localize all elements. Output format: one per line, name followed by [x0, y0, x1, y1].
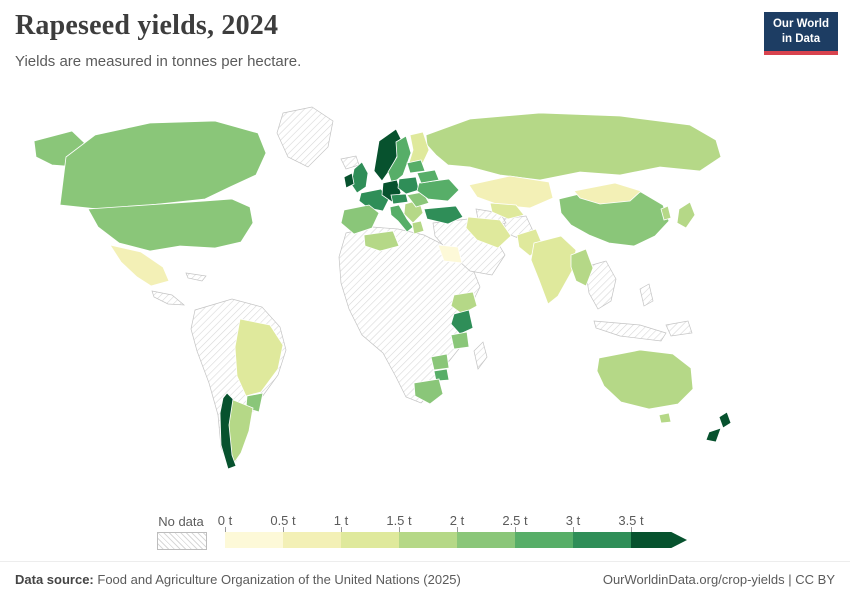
region-zambia[interactable]	[430, 353, 450, 371]
region-ireland[interactable]	[343, 172, 355, 189]
region-central-america[interactable]	[151, 290, 186, 306]
legend-bin-3[interactable]	[399, 532, 457, 548]
legend-tick	[399, 527, 400, 532]
region-zimbabwe[interactable]	[433, 368, 450, 382]
legend-tick	[225, 527, 226, 532]
region-canada[interactable]	[59, 120, 267, 210]
legend-tick	[457, 527, 458, 532]
region-ethiopia[interactable]	[450, 291, 478, 315]
legend-tick	[341, 527, 342, 532]
region-papua-new-guinea[interactable]	[665, 320, 693, 337]
world-choropleth-map	[33, 106, 732, 470]
legend-bin-0[interactable]	[225, 532, 283, 548]
region-kazakhstan[interactable]	[468, 175, 554, 209]
page-title: Rapeseed yields, 2024	[15, 10, 279, 41]
legend-tick-label: 0 t	[217, 513, 233, 528]
region-tanzania[interactable]	[450, 331, 470, 350]
region-belarus[interactable]	[416, 169, 440, 184]
region-usa[interactable]	[87, 198, 254, 252]
region-iran[interactable]	[465, 216, 512, 249]
credit-link[interactable]: OurWorldinData.org/crop-yields | CC BY	[602, 572, 835, 587]
region-egypt[interactable]	[437, 244, 463, 264]
region-greenland[interactable]	[276, 106, 334, 168]
data-source-label: Data source:	[15, 572, 94, 587]
legend-tick	[283, 527, 284, 532]
map-legend: No data 0 t 0.5 t 1 t 1.5 t 2 t 2.5 t 3 …	[0, 513, 850, 555]
legend-tick-label: 1.5 t	[386, 513, 412, 528]
chart-footer: Data source: Food and Agriculture Organi…	[0, 561, 850, 600]
legend-bin-1[interactable]	[283, 532, 341, 548]
legend-tick-label: 2.5 t	[502, 513, 528, 528]
region-south-korea[interactable]	[660, 205, 672, 221]
region-algeria[interactable]	[363, 230, 400, 252]
region-sweden[interactable]	[387, 135, 412, 185]
legend-tick	[573, 527, 574, 532]
region-indonesia[interactable]	[593, 320, 667, 342]
page-subtitle: Yields are measured in tonnes per hectar…	[15, 53, 302, 70]
region-caribbean[interactable]	[185, 272, 207, 282]
region-russia[interactable]	[425, 112, 722, 181]
region-india[interactable]	[530, 235, 577, 305]
legend-tick	[515, 527, 516, 532]
legend-tick-label: 3.5 t	[618, 513, 644, 528]
legend-no-data-label: No data	[158, 514, 204, 529]
owid-logo-line2: in Data	[781, 32, 821, 45]
region-iberia[interactable]	[340, 204, 380, 235]
legend-bin-6[interactable]	[573, 532, 631, 548]
region-myanmar-bangladesh[interactable]	[570, 248, 594, 287]
region-south-africa[interactable]	[413, 378, 444, 405]
region-italy[interactable]	[389, 204, 414, 233]
region-central-europe[interactable]	[390, 193, 409, 205]
region-baltics[interactable]	[406, 159, 426, 174]
legend-bin-7-arrow[interactable]	[631, 532, 687, 548]
region-greece[interactable]	[411, 220, 425, 235]
owid-logo-line1: Our World	[772, 18, 829, 30]
region-nz-south[interactable]	[705, 427, 722, 443]
data-source-text: Food and Agriculture Organization of the…	[97, 572, 461, 587]
legend-bin-2[interactable]	[341, 532, 399, 548]
region-uzbekistan[interactable]	[489, 202, 525, 220]
region-japan[interactable]	[676, 201, 696, 229]
region-nz-north[interactable]	[718, 411, 732, 429]
region-kenya[interactable]	[450, 309, 474, 335]
legend-color-bar	[225, 532, 687, 548]
region-se-asia[interactable]	[584, 260, 617, 310]
region-brazil[interactable]	[234, 318, 284, 397]
legend-tick	[631, 527, 632, 532]
region-mexico[interactable]	[109, 244, 170, 287]
region-tasmania[interactable]	[658, 412, 672, 424]
legend-tick-label: 2 t	[449, 513, 465, 528]
region-chile[interactable]	[219, 392, 237, 470]
region-australia[interactable]	[596, 349, 694, 410]
legend-bin-5[interactable]	[515, 532, 573, 548]
region-philippines[interactable]	[639, 283, 654, 307]
legend-tick-label: 0.5 t	[270, 513, 296, 528]
region-turkey[interactable]	[423, 205, 464, 225]
legend-tick-label: 1 t	[333, 513, 349, 528]
legend-bin-4[interactable]	[457, 532, 515, 548]
legend-tick-label: 3 t	[565, 513, 581, 528]
region-madagascar[interactable]	[473, 341, 488, 370]
legend-no-data-swatch[interactable]	[157, 532, 207, 550]
owid-logo[interactable]: Our World in Data	[763, 12, 838, 55]
data-source-line: Data source: Food and Agriculture Organi…	[15, 572, 461, 587]
region-mongolia[interactable]	[573, 182, 642, 205]
region-poland[interactable]	[397, 176, 420, 195]
region-ukraine[interactable]	[416, 178, 460, 202]
